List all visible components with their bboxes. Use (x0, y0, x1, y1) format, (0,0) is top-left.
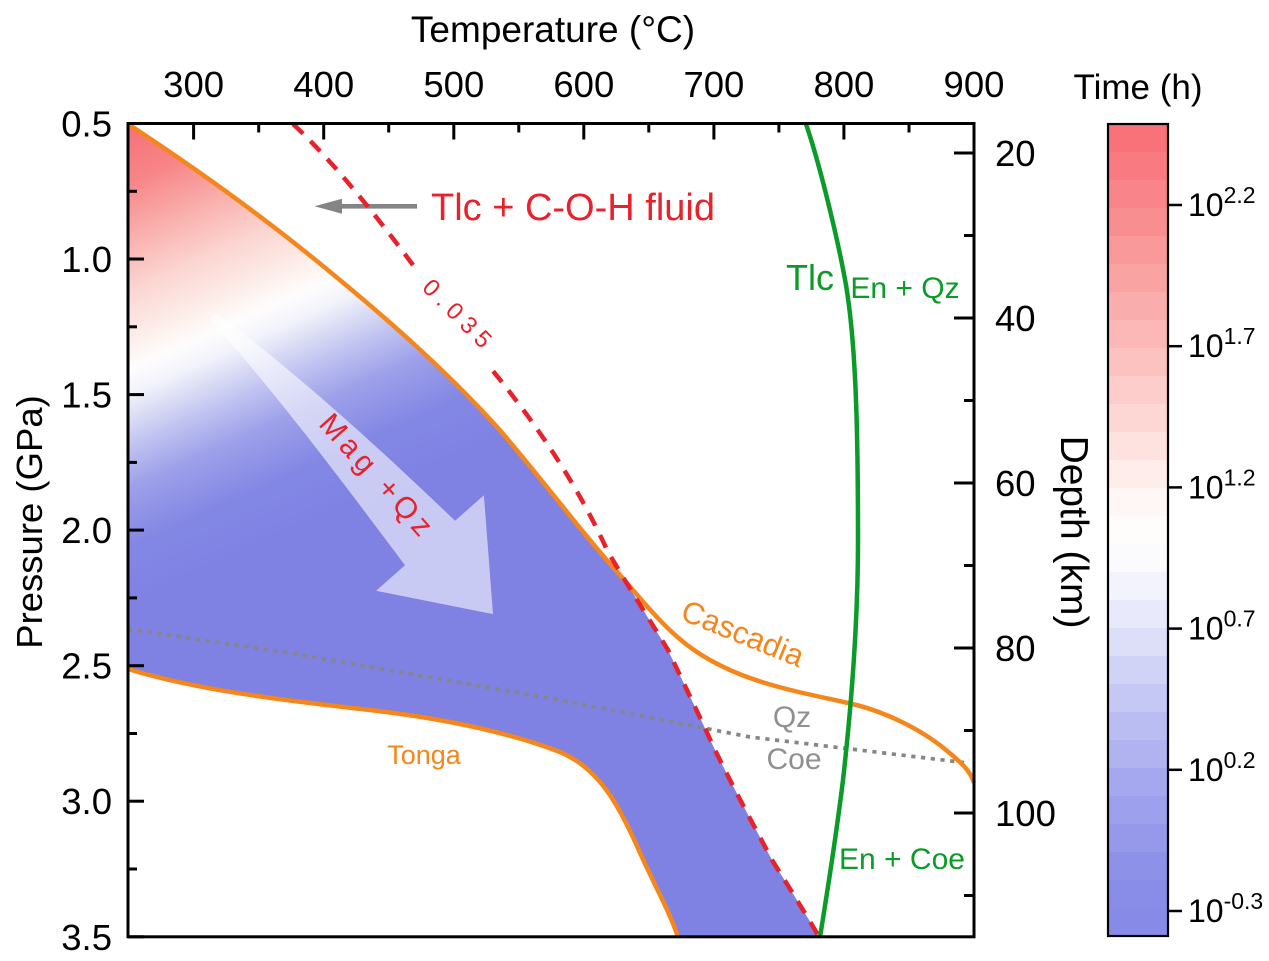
svg-text:Coe: Coe (766, 743, 821, 776)
svg-text:400: 400 (293, 64, 354, 105)
svg-text:101.7: 101.7 (1188, 323, 1256, 364)
svg-text:10-0.3: 10-0.3 (1188, 888, 1263, 929)
svg-text:En + Coe: En + Coe (839, 843, 965, 876)
svg-text:Cascadia: Cascadia (676, 593, 810, 674)
svg-text:2.5: 2.5 (61, 646, 112, 687)
svg-text:100.7: 100.7 (1188, 606, 1256, 647)
svg-text:300: 300 (163, 64, 224, 105)
svg-text:3.5: 3.5 (61, 917, 112, 958)
svg-text:100.2: 100.2 (1188, 747, 1256, 788)
svg-text:3.0: 3.0 (61, 781, 112, 822)
svg-text:0.035: 0.035 (417, 274, 502, 359)
svg-text:80: 80 (995, 628, 1036, 669)
svg-text:20: 20 (995, 133, 1036, 174)
svg-text:60: 60 (995, 463, 1036, 504)
svg-text:1.0: 1.0 (61, 239, 112, 280)
svg-text:Tlc + C-O-H fluid: Tlc + C-O-H fluid (431, 187, 715, 229)
svg-text:Tlc: Tlc (786, 257, 834, 298)
svg-text:En + Qz: En + Qz (850, 272, 959, 305)
svg-text:800: 800 (813, 64, 874, 105)
svg-text:Qz: Qz (773, 701, 811, 734)
svg-text:600: 600 (553, 64, 614, 105)
svg-text:40: 40 (995, 298, 1036, 339)
svg-text:Depth (km): Depth (km) (1052, 436, 1095, 629)
svg-text:100: 100 (995, 793, 1056, 834)
svg-text:Tonga: Tonga (387, 740, 462, 770)
svg-text:102.2: 102.2 (1188, 182, 1256, 223)
svg-text:Time (h): Time (h) (1074, 68, 1203, 107)
svg-text:Temperature (°C): Temperature (°C) (411, 9, 695, 50)
svg-text:0.5: 0.5 (61, 104, 112, 145)
svg-text:1.5: 1.5 (61, 375, 112, 416)
svg-text:Pressure (GPa): Pressure (GPa) (9, 395, 50, 649)
svg-text:500: 500 (423, 64, 484, 105)
svg-text:700: 700 (683, 64, 744, 105)
svg-text:2.0: 2.0 (61, 510, 112, 551)
svg-text:101.2: 101.2 (1188, 464, 1256, 505)
svg-text:900: 900 (944, 64, 1005, 105)
